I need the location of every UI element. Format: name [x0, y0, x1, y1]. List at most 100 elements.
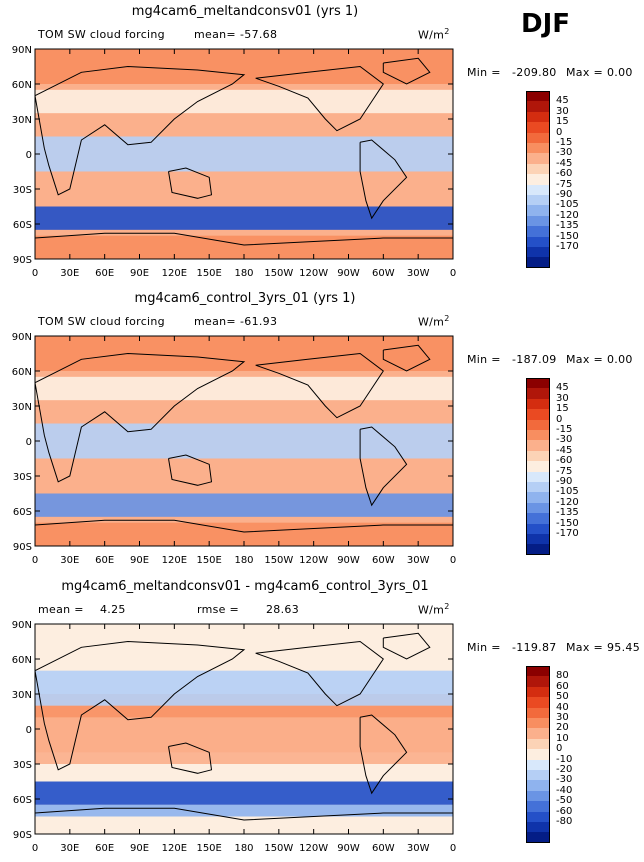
min-value: -209.80 [512, 66, 557, 79]
lon-tick-label: 150W [264, 268, 293, 279]
lon-tick-label: 60W [372, 555, 395, 566]
colorbar-label: 0 [556, 413, 563, 425]
lon-tick-label: 90E [130, 555, 149, 566]
colorbar-swatch [526, 832, 550, 844]
min-label: Min = [467, 353, 501, 366]
colorbar-swatch [526, 122, 550, 134]
coastline [382, 344, 431, 372]
colorbar-label: -30 [556, 147, 573, 159]
colorbar-label: -45 [556, 157, 573, 169]
colorbar-swatch [526, 686, 550, 698]
max-value: 0.00 [607, 66, 633, 79]
coastline [359, 139, 408, 220]
units-text: W/m [418, 603, 445, 617]
mean-value: 4.25 [100, 603, 126, 616]
max-label: Max = [566, 353, 603, 366]
colorbar-swatch [526, 257, 550, 269]
colorbar-swatch [526, 409, 550, 421]
coastline [255, 640, 384, 707]
colorbar-label: -15 [556, 137, 573, 148]
colorbar-label: -50 [556, 795, 573, 807]
coastline [34, 640, 246, 771]
coastline [168, 454, 213, 486]
colorbar-swatch [526, 697, 550, 709]
map-panel: mg4cam6_meltandconsv01 (yrs 1) TOM SW clo… [0, 0, 644, 287]
colorbar-swatch [526, 174, 550, 186]
colorbar-label: 30 [556, 712, 569, 723]
lat-tick-label: 60N [12, 367, 32, 378]
colorbar-swatch [526, 419, 550, 431]
colorbar-swatch [526, 728, 550, 740]
panel-title: mg4cam6_meltandconsv01 (yrs 1) [131, 4, 359, 19]
coastline [34, 519, 453, 533]
colorbar-label: -40 [556, 784, 573, 796]
colorbar-label: -60 [556, 805, 573, 817]
colorbar-label: 30 [556, 105, 569, 117]
colorbar-swatch [526, 534, 550, 545]
lat-tick-label: 60N [12, 80, 32, 91]
colorbar-label: -105 [556, 199, 579, 211]
mean-label: mean= [194, 315, 236, 328]
colorbar-label: -75 [556, 465, 573, 477]
lon-tick-label: 120W [299, 268, 328, 279]
colorbar-swatch [526, 759, 550, 771]
lon-tick-label: 180 [234, 555, 253, 566]
colorbar-label: 50 [556, 691, 569, 703]
colorbar-swatch [526, 666, 550, 677]
colorbar-swatch [526, 811, 550, 823]
lon-tick-label: 30W [407, 555, 430, 566]
colorbar-label: -45 [556, 444, 573, 456]
colorbar-label: 15 [556, 116, 569, 128]
region-band-antarctica [35, 522, 453, 546]
max-label: Max = [566, 641, 603, 654]
colorbar-label: 0 [556, 743, 563, 755]
lat-tick-label: 90S [13, 830, 32, 841]
lat-tick-label: 0 [26, 437, 32, 448]
region-band-southern-ocean [35, 493, 453, 517]
colorbar-label: 60 [556, 680, 569, 692]
colorbar-swatch [526, 111, 550, 123]
lat-tick-label: 90S [13, 542, 32, 553]
region-band-north-pacific-storm-track [35, 376, 453, 401]
min-value: -187.09 [512, 353, 557, 366]
coastline [255, 352, 384, 419]
colorbar-swatch [526, 236, 550, 248]
colorbar-label: -135 [556, 220, 579, 232]
region-band-antarctica [35, 235, 453, 259]
lon-tick-label: 0 [450, 843, 456, 854]
lon-tick-label: 90E [130, 843, 149, 854]
colorbar-label: 45 [556, 95, 569, 107]
coastline [168, 742, 213, 774]
colorbar-swatch [526, 398, 550, 410]
lon-tick-label: 120W [299, 555, 328, 566]
colorbar-label: -120 [556, 209, 579, 221]
colorbar-swatch [526, 749, 550, 761]
lon-tick-label: 30W [407, 843, 430, 854]
colorbar-label: -170 [556, 241, 579, 252]
lat-tick-label: 30S [13, 472, 32, 483]
colorbar-label: -15 [556, 424, 573, 435]
variable-label: TOM SW cloud forcing [38, 28, 165, 41]
max-value: 0.00 [607, 353, 633, 366]
rmse-value: 28.63 [266, 603, 299, 616]
colorbar-swatch [526, 523, 550, 535]
colorbar-swatch [526, 770, 550, 781]
coastline [34, 352, 246, 483]
max-label: Max = [566, 66, 603, 79]
lat-tick-label: 0 [26, 725, 32, 736]
colorbar-label: -90 [556, 189, 573, 200]
mean-label: mean= [194, 28, 236, 41]
colorbar-label: 40 [556, 701, 569, 713]
colorbar-swatch [526, 378, 550, 389]
colorbar-swatch [526, 205, 550, 217]
lon-tick-label: 30E [60, 555, 79, 566]
colorbar-label: -150 [556, 517, 579, 529]
colorbar-swatch [526, 461, 550, 473]
region-band-north-pacific-storm-track [35, 89, 453, 114]
lat-tick-label: 0 [26, 150, 32, 161]
panel-title: mg4cam6_meltandconsv01 - mg4cam6_control… [61, 579, 429, 594]
colorbar-swatch [526, 718, 550, 729]
lon-tick-label: 0 [450, 555, 456, 566]
